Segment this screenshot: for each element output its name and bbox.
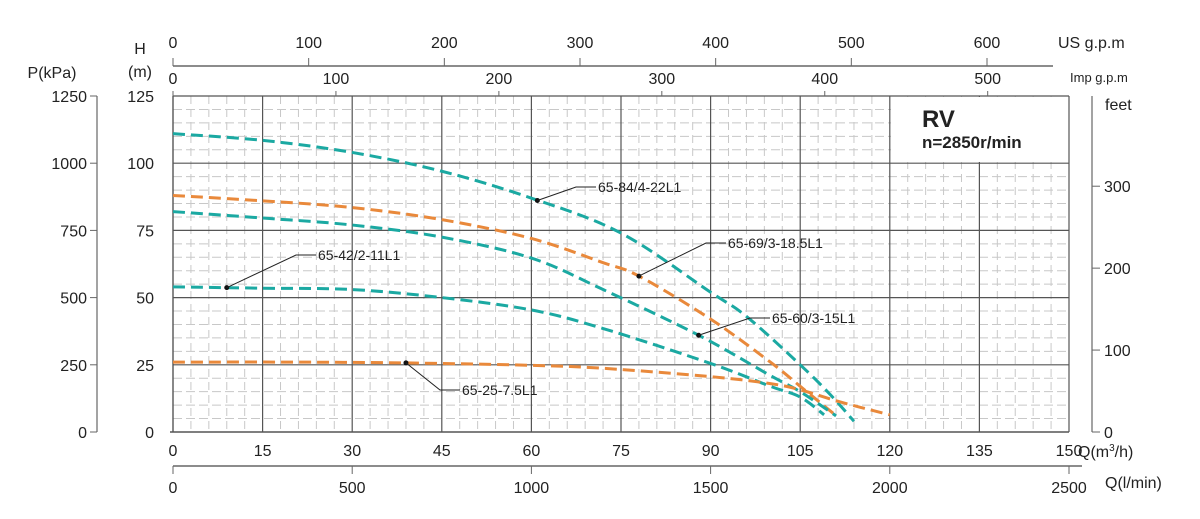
imp-gpm-tick-label: 100: [323, 71, 350, 88]
us-gpm-tick-label: 0: [169, 35, 178, 52]
feet-tick-label: 100: [1104, 343, 1131, 360]
imp-gpm-tick-label: 300: [648, 71, 675, 88]
h-tick-label: 0: [145, 425, 154, 442]
us-gpm-axis-label: US g.p.m: [1058, 35, 1125, 52]
q-tick-label: 60: [523, 443, 541, 460]
us-gpm-tick-label: 300: [567, 35, 594, 52]
curve-label-leader: [537, 186, 596, 201]
curve-label: 65-42/2-11L1: [318, 247, 400, 263]
curve-65-42-2-11l1: [172, 285, 826, 417]
q-tick-label: 45: [433, 443, 451, 460]
h-tick-label: 50: [136, 291, 154, 308]
p-tick-label: 0: [78, 425, 87, 442]
q-lmin-tick-label: 2000: [872, 480, 908, 497]
h-axis-unit: (m): [128, 64, 152, 81]
chart-subtitle: n=2850r/min: [922, 133, 1022, 152]
title-box: RV n=2850r/min: [891, 97, 1068, 162]
q-tick-label: 135: [966, 443, 993, 460]
curve-labels: 65-84/4-22L1 65-69/3-18.5L1 65-60/3-15L1 65…: [224, 179, 856, 398]
curve-65-60-3-15l1: [172, 210, 837, 418]
chart-title: RV: [922, 106, 955, 133]
q-tick-label: 90: [702, 443, 720, 460]
q-tick-label: 0: [169, 443, 178, 460]
q-lmin-tick-label: 2500: [1051, 480, 1087, 497]
p-tick-label: 250: [60, 358, 87, 375]
q-lmin-axis-label: Q(l/min): [1105, 475, 1162, 492]
q-lmin-tick-label: 0: [169, 480, 178, 497]
p-tick-label: 1250: [51, 89, 87, 106]
feet-tick-label: 300: [1104, 179, 1131, 196]
curve-label: 65-84/4-22L1: [598, 179, 682, 195]
q-lmin-tick-label: 1000: [514, 480, 550, 497]
q-tick-label: 105: [787, 443, 814, 460]
q-m3h-axis-label: Q(m3/h): [1078, 443, 1133, 461]
p-tick-label: 750: [60, 223, 87, 240]
q-lmin-tick-label: 1500: [693, 480, 729, 497]
imp-gpm-axis-label: Imp g.p.m: [1070, 70, 1128, 85]
imp-gpm-tick-label: 0: [169, 71, 178, 88]
q-tick-label: 150: [1056, 443, 1083, 460]
feet-tick-label: 200: [1104, 261, 1131, 278]
curve-label: 65-69/3-18.5L1: [728, 235, 823, 251]
q-lmin-tick-label: 500: [339, 480, 366, 497]
p-axis-label: P(kPa): [28, 65, 77, 82]
feet-tick-label: 0: [1104, 425, 1113, 442]
h-axis-label: H: [134, 41, 146, 58]
curve-65-84-4-22l1: [172, 132, 856, 423]
curve-65-25-7-5l1: [172, 360, 891, 417]
curve-label-leader: [226, 254, 316, 289]
curve-65-69-3-18-5l1: [172, 193, 835, 415]
us-gpm-tick-label: 600: [974, 35, 1001, 52]
q-m3h-label-part: Q(m: [1078, 444, 1109, 461]
imp-gpm-tick-label: 200: [486, 71, 513, 88]
us-gpm-tick-label: 500: [838, 35, 865, 52]
curve-label: 65-25-7.5L1: [462, 382, 538, 398]
h-tick-label: 75: [136, 223, 154, 240]
q-m3h-label-part: /h): [1115, 444, 1134, 461]
p-tick-label: 1000: [51, 156, 87, 173]
us-gpm-tick-label: 400: [702, 35, 729, 52]
title-box-bg: [891, 97, 1068, 162]
curves: [172, 132, 891, 423]
q-tick-label: 15: [254, 443, 272, 460]
q-tick-label: 75: [612, 443, 630, 460]
p-tick-label: 500: [60, 291, 87, 308]
feet-axis-label: feet: [1105, 97, 1132, 114]
axes: 0255075100125H(m)025050075010001250P(kPa…: [28, 35, 1162, 497]
curve-label-leader: [405, 362, 460, 391]
imp-gpm-tick-label: 400: [811, 71, 838, 88]
curve-label: 65-60/3-15L1: [772, 310, 856, 326]
curve-label-leader: [638, 242, 726, 277]
us-gpm-tick-label: 100: [295, 35, 322, 52]
q-tick-label: 120: [876, 443, 903, 460]
q-m3h-label-part: 3: [1109, 443, 1115, 454]
q-tick-label: 30: [343, 443, 361, 460]
h-tick-label: 125: [127, 89, 154, 106]
h-tick-label: 100: [127, 156, 154, 173]
curve-label-leader: [698, 317, 770, 336]
us-gpm-tick-label: 200: [431, 35, 458, 52]
h-tick-label: 25: [136, 358, 154, 375]
imp-gpm-tick-label: 500: [974, 71, 1001, 88]
